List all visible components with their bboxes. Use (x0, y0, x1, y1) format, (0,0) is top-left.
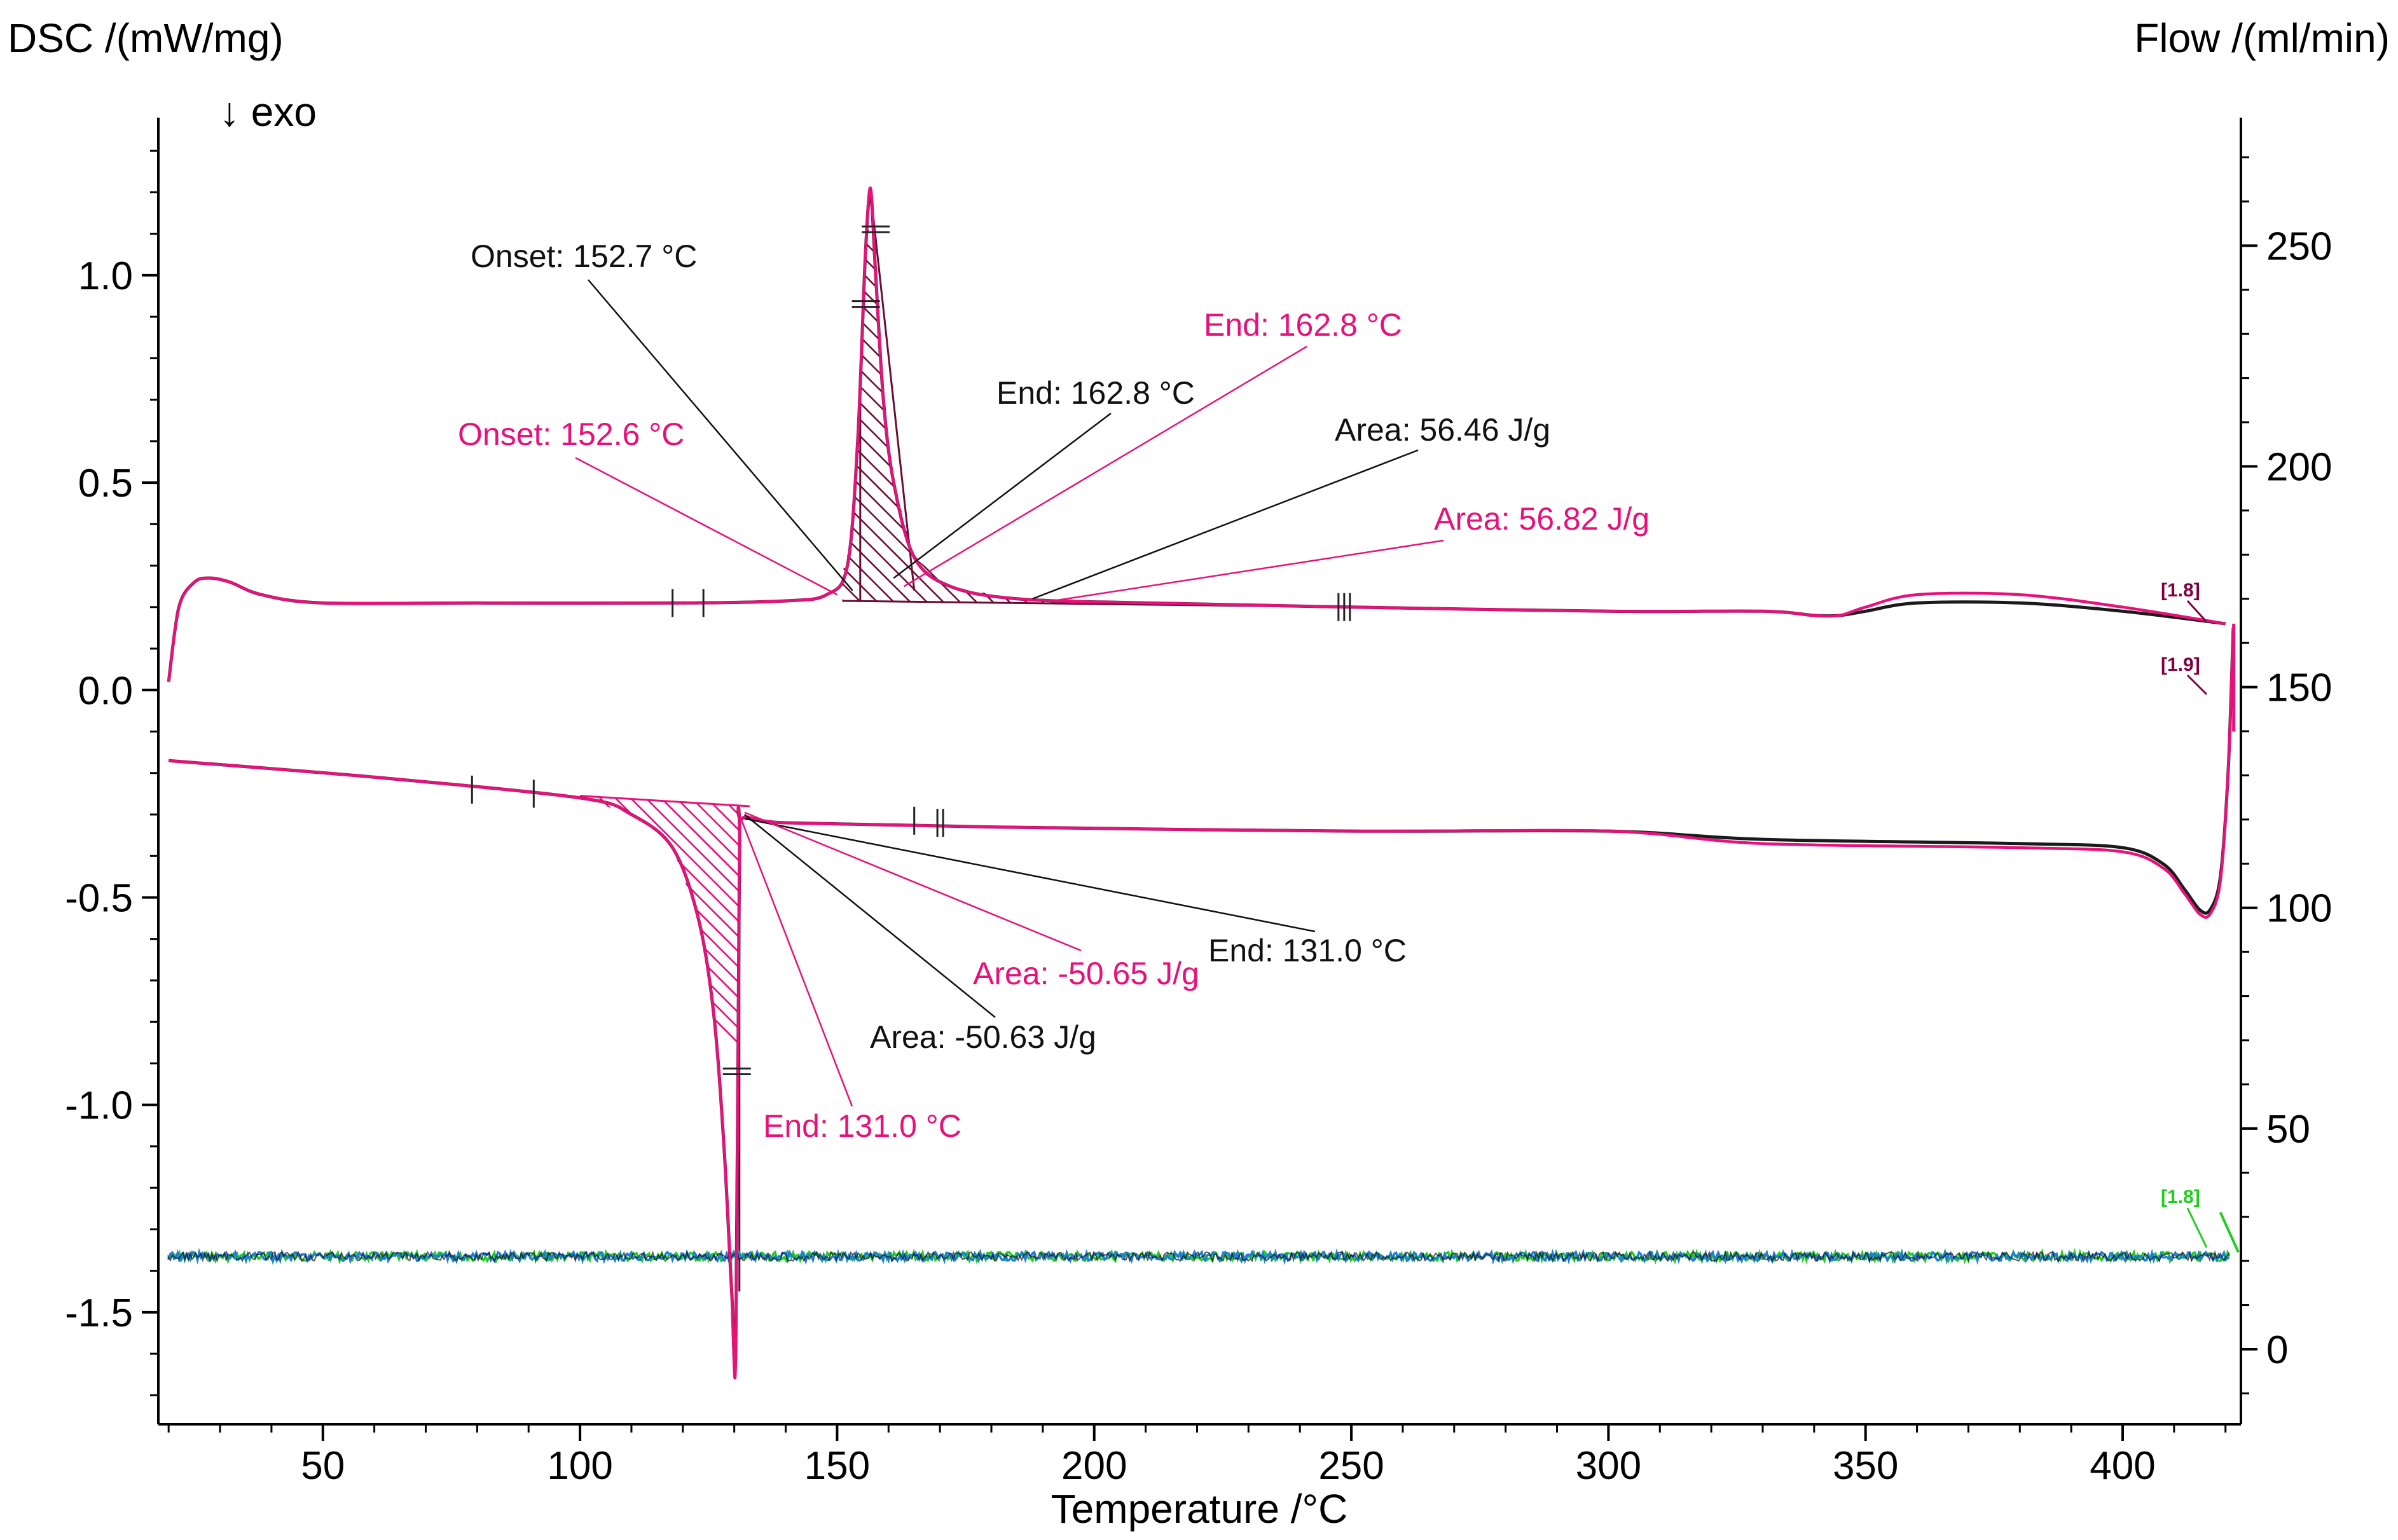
cool-baseline (579, 795, 750, 808)
y-right-tick-label: 100 (2266, 887, 2332, 931)
y-left-tick-label: -0.5 (65, 876, 133, 920)
x-tick-label: 250 (1318, 1444, 1384, 1488)
heat-hatch-line (842, 226, 997, 607)
annotation-label: End: 131.0 °C (1208, 933, 1407, 968)
axes-layer (157, 118, 2242, 1426)
heating-curve-pink (167, 186, 2226, 682)
heat-hatch-line (843, 226, 1328, 607)
segment-marker-label: [1.8] (2161, 580, 2200, 601)
cool-hatch-line (605, 795, 740, 1354)
y-right-axis-title: Flow /(ml/min) (2134, 15, 2390, 61)
heat-hatch-line (892, 226, 1351, 607)
y-left-tick-label: -1.0 (65, 1084, 133, 1128)
flow-trace (167, 1248, 2230, 1265)
cool-hatch-line (620, 795, 740, 1354)
heat-hatch-line (859, 226, 1344, 607)
heat-hatch-line (842, 226, 1146, 607)
annotation-leader (588, 279, 853, 591)
flow-group (167, 1211, 2240, 1265)
y-right-tick-label: 250 (2266, 224, 2332, 268)
heat-hatch-line (842, 226, 1196, 607)
heat-hatch-line (842, 226, 964, 607)
annotation-label: End: 162.8 °C (996, 375, 1195, 411)
annotation-leader (893, 413, 1112, 579)
peak-hatching (579, 196, 1564, 1473)
x-tick-label: 50 (301, 1444, 345, 1488)
x-tick-label: 150 (804, 1444, 870, 1488)
x-tick-label: 100 (547, 1444, 612, 1488)
y-left-axis-title: DSC /(mW/mg) (8, 15, 284, 61)
segment-marker-leader (2186, 600, 2208, 623)
annotation-leader (1032, 449, 1419, 600)
segment-marker-leader (2186, 674, 2208, 696)
flow-trace (168, 1249, 2230, 1263)
heat-hatch-line (842, 226, 931, 607)
annotations-layer: Onset: 152.7 °C End: 162.8 °C Area: 56.46 … (458, 238, 2208, 1248)
y-left-tick-label: 1.0 (78, 254, 133, 298)
segment-marker-leader (2186, 1207, 2208, 1248)
annotation-leader (744, 814, 996, 1018)
flow-end-line (2219, 1211, 2240, 1253)
annotation-label: End: 131.0 °C (763, 1108, 961, 1144)
y-right-tick-label: 150 (2266, 666, 2332, 710)
annotation-leader (744, 818, 1316, 933)
cool-hatch-line (635, 795, 740, 1354)
heat-hatch-line (842, 226, 1129, 607)
y-right-tick-label: 0 (2266, 1328, 2288, 1372)
heat-hatch-line (842, 226, 1295, 607)
exo-indicator: ↓ exo (219, 89, 317, 135)
heat-hatch-line (842, 226, 1311, 607)
heat-hatch-line (842, 226, 947, 607)
annotation-leader (575, 457, 837, 596)
annotation-leader (744, 811, 1082, 952)
y-left-tick-label: 0.0 (78, 669, 133, 713)
heat-hatch-line (842, 226, 1014, 607)
heat-hatch-line (842, 226, 1162, 607)
annotation-label: Area: 56.82 J/g (1434, 501, 1650, 537)
cooling-curve-pink (169, 628, 2235, 1380)
heat-hatch-line (876, 226, 1351, 607)
x-tick-label: 400 (2090, 1444, 2155, 1488)
cool-hatch-line (865, 773, 1564, 1473)
heat-hatch-line (909, 226, 1351, 607)
y-right-tick-label: 50 (2266, 1108, 2310, 1152)
segment-marker-label: [1.8] (2161, 1186, 2200, 1207)
annotation-leader (903, 345, 1307, 588)
heat-tangent-line (870, 196, 916, 591)
annotation-label: Area: 56.46 J/g (1335, 412, 1550, 448)
x-tick-label: 350 (1833, 1444, 1898, 1488)
heat-hatch-line (842, 226, 1212, 607)
y-left-tick-label: -1.5 (65, 1291, 133, 1335)
series-layer (167, 186, 2240, 1380)
annotation-label: Area: -50.63 J/g (870, 1019, 1096, 1055)
heat-hatch-line (842, 226, 1179, 607)
annotation-label: Area: -50.65 J/g (973, 956, 1199, 991)
x-tick-label: 300 (1576, 1444, 1641, 1488)
annotation-label: Onset: 152.6 °C (458, 416, 684, 452)
y-right-tick-label: 200 (2266, 445, 2332, 489)
annotation-label: Onset: 152.7 °C (471, 238, 697, 274)
x-axis-title: Temperature /°C (1051, 1486, 1348, 1532)
heat-hatch-line (842, 226, 1262, 607)
cool-hatch-line (595, 795, 740, 1354)
y-left-tick-label: 0.5 (78, 462, 133, 505)
cool-hatch-line (651, 795, 740, 1354)
annotation-leader (738, 814, 853, 1107)
x-tick-label: 200 (1061, 1444, 1127, 1488)
heat-hatch-line (842, 226, 1229, 607)
cool-hatch-group (595, 773, 1564, 1473)
ticks-layer: 50 100 150 200 250 300 350 400 1.0 0.5 0.0 -0.5 -1.0… (65, 149, 2332, 1488)
segment-marker-label: [1.9] (2161, 654, 2200, 675)
annotation-label: End: 162.8 °C (1204, 307, 1402, 343)
annotation-leader (1052, 539, 1444, 602)
